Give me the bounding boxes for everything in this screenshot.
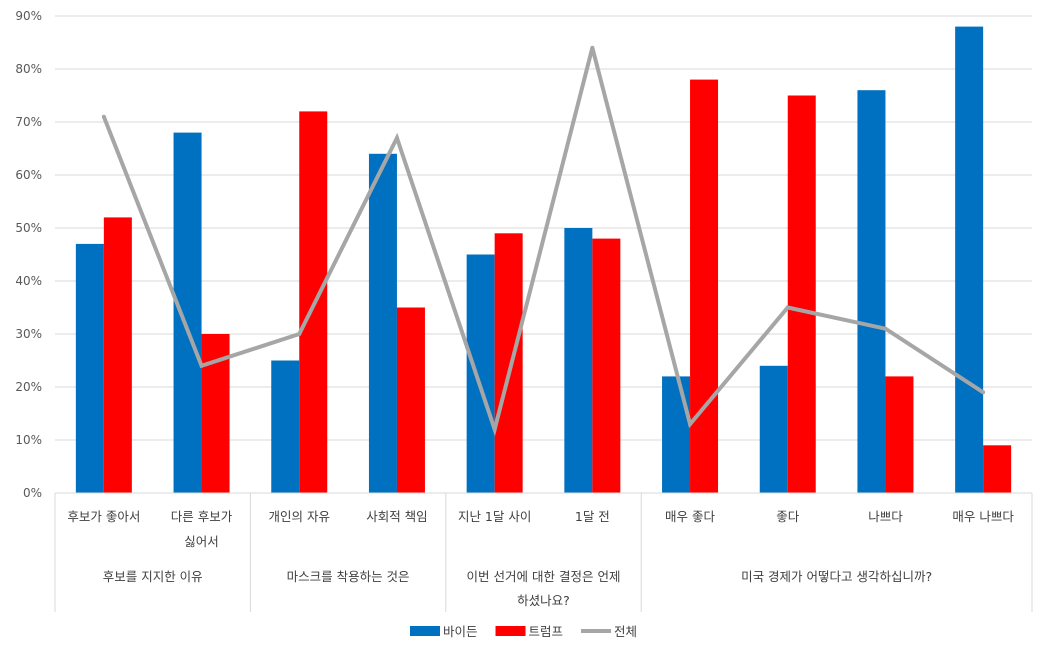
bar-바이든 — [955, 26, 984, 493]
x-category-label: 지난 1달 사이 — [458, 509, 531, 524]
x-category-label: 사회적 책임 — [366, 509, 427, 524]
x-category-label: 나쁘다 — [868, 509, 903, 524]
bar-바이든 — [564, 228, 593, 493]
bar-바이든 — [466, 254, 495, 493]
line-point-전체 — [590, 45, 595, 50]
y-tick-label: 70% — [15, 115, 42, 129]
y-tick-label: 20% — [15, 380, 42, 394]
bar-트럼프 — [885, 376, 914, 493]
x-category-label: 매우 나쁘다 — [952, 509, 1014, 524]
x-category-label: 매우 좋다 — [665, 509, 715, 524]
bar-바이든 — [271, 360, 300, 493]
bar-트럼프 — [690, 79, 719, 493]
bar-트럼프 — [103, 217, 132, 493]
line-point-전체 — [394, 135, 399, 140]
y-tick-label: 30% — [15, 327, 42, 341]
line-point-전체 — [199, 363, 204, 368]
bar-트럼프 — [494, 233, 523, 494]
y-tick-label: 50% — [15, 221, 42, 235]
bar-바이든 — [368, 153, 397, 494]
bar-트럼프 — [983, 445, 1012, 493]
legend-swatch — [410, 626, 440, 636]
y-tick-label: 60% — [15, 168, 42, 182]
legend-label: 전체 — [614, 624, 637, 639]
line-point-전체 — [101, 114, 106, 119]
line-point-전체 — [981, 390, 986, 395]
line-series — [101, 45, 986, 437]
line-point-전체 — [297, 332, 302, 336]
x-group-label: 이번 선거에 대한 결정은 언제 — [467, 569, 621, 584]
x-group-label: 하셨나요? — [517, 593, 570, 608]
bar-트럼프 — [592, 238, 621, 493]
y-tick-label: 90% — [15, 9, 42, 23]
x-category-label: 개인의 자유 — [269, 509, 330, 524]
line-전체 — [101, 47, 985, 437]
bar-바이든 — [857, 90, 886, 493]
bar-바이든 — [759, 365, 788, 493]
legend-swatch — [495, 626, 526, 636]
line-point-전체 — [883, 326, 888, 331]
x-category-label: 싫어서 — [184, 534, 219, 549]
y-tick-label: 10% — [15, 433, 42, 447]
x-group-label: 후보를 지지한 이유 — [103, 569, 203, 584]
x-category-label: 다른 후보가 — [171, 509, 233, 524]
x-category-label: 후보가 좋아서 — [67, 509, 140, 524]
legend: 바이든 트럼프 전체 — [410, 624, 637, 639]
x-group-label: 마스크를 착용하는 것은 — [287, 569, 410, 584]
y-tick-label: 80% — [15, 62, 42, 76]
bar-바이든 — [75, 243, 104, 493]
bar-바이든 — [662, 376, 691, 493]
x-group-label: 미국 경제가 어떻다고 생각하십니까? — [741, 569, 932, 584]
bar-series — [75, 26, 1012, 494]
x-category-label: 좋다 — [776, 509, 800, 524]
bar-트럼프 — [396, 307, 425, 493]
bar-트럼프 — [787, 95, 816, 493]
y-tick-label: 40% — [15, 274, 42, 288]
line-point-전체 — [492, 427, 497, 432]
legend-label: 트럼프 — [529, 624, 564, 639]
y-tick-label: 0% — [23, 486, 42, 500]
bar-바이든 — [173, 132, 202, 493]
line-point-전체 — [688, 422, 693, 427]
line-point-전체 — [785, 305, 790, 310]
axes: 0% 10% 20% 30% 40% 50% 60% 70% 80% 90% — [15, 9, 1033, 612]
x-category-label: 1달 전 — [575, 509, 610, 524]
legend-label: 바이든 — [443, 624, 478, 639]
